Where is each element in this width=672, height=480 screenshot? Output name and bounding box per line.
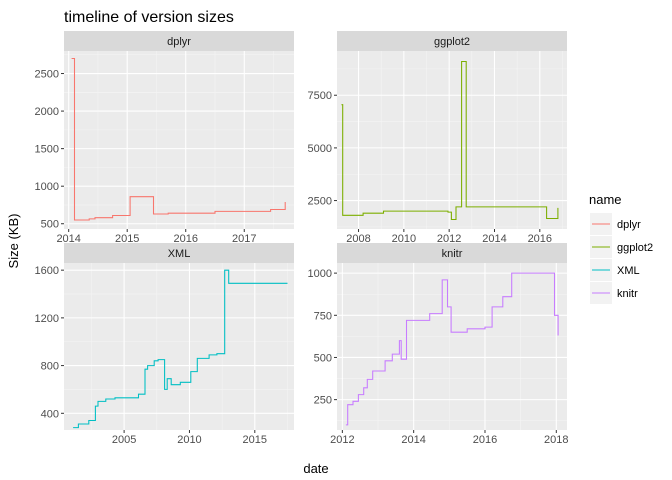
x-tick-label: 2012	[330, 434, 354, 446]
y-tick-label: 1200	[35, 313, 59, 325]
panel-xml: XML 2005 2010 2015 400 800 1200 1600	[35, 243, 294, 446]
plot-area	[64, 51, 294, 229]
panel-dplyr: dplyr 2014 2015 2016 2017 500 1000 1500 2000 2500	[35, 31, 294, 245]
y-tick-label: 2500	[35, 69, 59, 81]
x-tick-label: 2016	[473, 434, 497, 446]
y-tick-label: 800	[41, 361, 59, 373]
x-axis-title: date	[303, 461, 328, 476]
strip-label: XML	[168, 248, 191, 260]
panel-ggplot2: ggplot2 2008 2010 2012 2014 2016 2500 5000 7500	[308, 31, 567, 245]
strip-ggplot2	[337, 31, 567, 51]
legend-label: dplyr	[617, 219, 641, 231]
x-tick-label: 2016	[173, 233, 197, 245]
x-tick-label: 2008	[346, 233, 370, 245]
y-tick-label: 500	[314, 352, 332, 364]
legend-item-knitr: knitr	[590, 282, 638, 304]
legend: name dplyr ggplot2 XML knitr	[589, 192, 653, 304]
series-line-knitr	[345, 272, 559, 426]
y-tick-label: 750	[314, 310, 332, 322]
strip-xml	[64, 243, 294, 263]
x-tick-label: 2017	[232, 233, 256, 245]
x-tick-label: 2018	[544, 434, 568, 446]
series-line-xml	[73, 269, 288, 429]
x-tick-label: 2015	[243, 434, 267, 446]
strip-label: knitr	[442, 248, 463, 260]
strip-dplyr	[64, 31, 294, 51]
legend-item-ggplot2: ggplot2	[590, 236, 653, 258]
y-tick-label: 2500	[308, 196, 332, 208]
y-tick-label: 2000	[35, 106, 59, 118]
plot-area	[337, 51, 567, 229]
plot-area	[337, 263, 567, 430]
x-tick-label: 2005	[112, 434, 136, 446]
x-tick-label: 2010	[177, 434, 201, 446]
x-tick-label: 2016	[528, 233, 552, 245]
x-tick-label: 2010	[392, 233, 416, 245]
y-tick-label: 1500	[35, 144, 59, 156]
legend-item-dplyr: dplyr	[590, 213, 641, 235]
plot-area	[64, 263, 294, 430]
chart-title: timeline of version sizes	[64, 9, 234, 26]
y-tick-label: 500	[41, 219, 59, 231]
y-tick-label: 1000	[35, 181, 59, 193]
x-tick-label: 2014	[482, 233, 506, 245]
x-tick-label: 2014	[401, 434, 425, 446]
y-tick-label: 1000	[308, 268, 332, 280]
x-tick-label: 2012	[437, 233, 461, 245]
legend-item-xml: XML	[590, 259, 640, 281]
legend-label: ggplot2	[617, 242, 653, 254]
legend-label: knitr	[617, 288, 638, 300]
y-tick-label: 5000	[308, 143, 332, 155]
strip-label: ggplot2	[434, 36, 470, 48]
x-tick-label: 2014	[56, 233, 80, 245]
y-tick-label: 7500	[308, 90, 332, 102]
strip-knitr	[337, 243, 567, 263]
strip-label: dplyr	[167, 36, 191, 48]
series-line-dplyr	[71, 57, 286, 221]
y-tick-label: 1600	[35, 265, 59, 277]
x-tick-label: 2015	[115, 233, 139, 245]
facet-panels: dplyr 2014 2015 2016 2017 500 1000 1500 2000 2500…	[35, 31, 569, 446]
panel-knitr: knitr 2012 2014 2016 2018 250 500 750 1000	[308, 243, 569, 446]
series-line-ggplot2	[341, 60, 559, 221]
legend-label: XML	[617, 265, 640, 277]
y-tick-label: 400	[41, 408, 59, 420]
legend-title: name	[589, 192, 622, 207]
y-axis-title: Size (KB)	[6, 214, 21, 269]
y-tick-label: 250	[314, 395, 332, 407]
